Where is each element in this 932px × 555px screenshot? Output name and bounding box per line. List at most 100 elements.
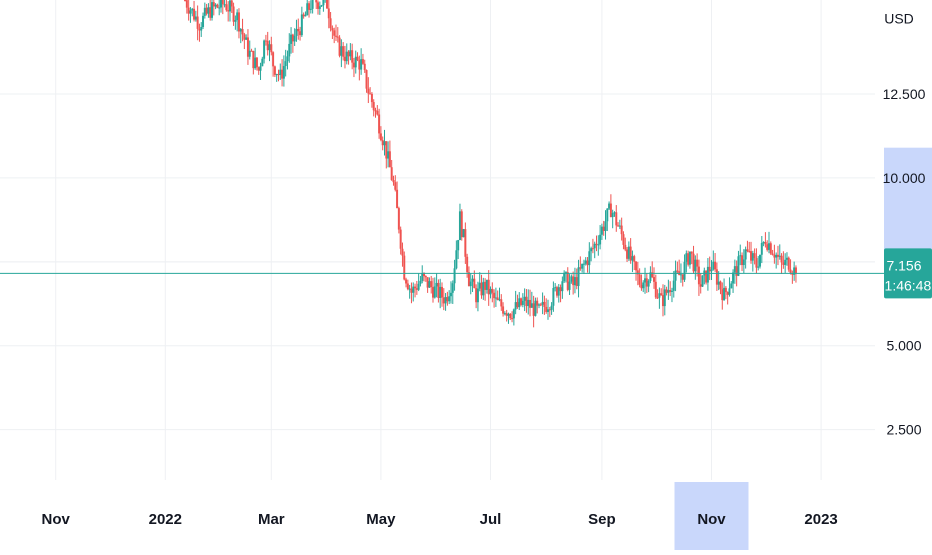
candle-body [582,263,585,265]
candle-body [626,249,629,259]
candle-body [419,280,422,284]
y-tick-label: 10.000 [883,170,926,186]
candle-body [191,8,194,11]
candle-body [428,281,431,288]
x-tick-label: Sep [588,511,616,528]
candle-body [597,244,600,246]
last-price-tag [884,248,932,299]
candle-body [221,0,224,5]
candle-body [462,229,465,238]
candle-body [383,141,386,146]
candle-body [690,251,693,254]
candle-body [570,276,573,282]
candle-body [202,15,205,27]
candle-body [385,141,388,159]
candle-body [211,2,214,18]
candle-body [536,300,539,306]
candle-body [448,296,451,302]
candle-body [624,244,627,250]
candle-body [679,274,682,276]
candle-body [750,251,753,261]
candle-body [273,66,276,75]
candle-body [442,297,445,304]
candle-body [586,260,589,266]
candle-body [608,203,611,209]
candle-body [665,289,668,293]
candle-body [469,281,472,287]
candle-body [539,304,542,306]
candle-body [230,0,233,7]
candle-body [593,243,596,249]
candle-body [266,40,269,51]
candle-body [667,290,670,293]
candle-body [243,34,246,40]
candle-body [304,15,307,17]
candle-body [493,292,496,299]
candle-body [250,50,253,52]
candle-body [780,255,783,263]
candle-body [714,261,717,270]
candle-body [207,7,210,14]
candle-body [705,270,708,283]
candle-body [706,266,709,283]
candle-body [354,56,357,68]
candle-body [189,10,192,14]
candle-body [421,273,424,281]
candle-body [500,299,503,307]
candle-body [219,0,222,8]
candle-body [223,4,226,6]
candle-body [358,60,361,70]
candle-body [415,288,418,290]
candle-body [327,8,330,19]
candle-body [545,306,548,312]
candle-body [432,287,435,298]
candle-body [748,251,751,253]
candle-body [297,28,300,32]
candle-body [712,261,715,270]
candle-body [410,288,413,293]
candle-body [753,253,756,259]
candle-body [618,225,621,227]
candle-body [518,298,521,308]
candle-body [397,208,400,230]
candle-body [721,289,724,301]
candle-body [787,257,790,270]
candle-body [334,35,337,37]
candle-body [505,313,508,316]
candle-body [685,253,688,262]
candle-body [793,267,796,275]
candle-body [692,253,695,272]
candle-body [259,66,262,71]
candle-body [629,246,632,261]
candle-body [773,254,776,258]
candle-body [613,212,616,214]
candle-body [661,295,664,307]
candle-body [669,290,672,292]
candle-body [622,234,625,245]
candle-body [405,279,408,284]
candle-body [288,43,291,57]
candle-body [475,288,478,303]
candle-body [534,300,537,316]
candle-body [396,189,399,209]
candle-body [656,297,659,299]
candle-body [620,225,623,235]
candle-body [308,3,311,10]
candle-body [496,297,499,300]
candle-body [193,8,196,20]
candle-body [401,248,404,256]
candle-body [487,279,490,295]
candle-body [602,226,605,231]
candle-body [399,229,402,249]
candle-body [726,292,729,295]
y-tick-label: 12.500 [883,86,926,102]
candle-body [392,180,395,183]
candle-body [408,288,411,290]
candle-body [660,293,663,296]
candle-body [370,93,373,103]
candle-body [701,275,704,287]
candle-body [674,270,677,281]
candle-body [246,37,249,57]
candle-body [491,288,494,293]
